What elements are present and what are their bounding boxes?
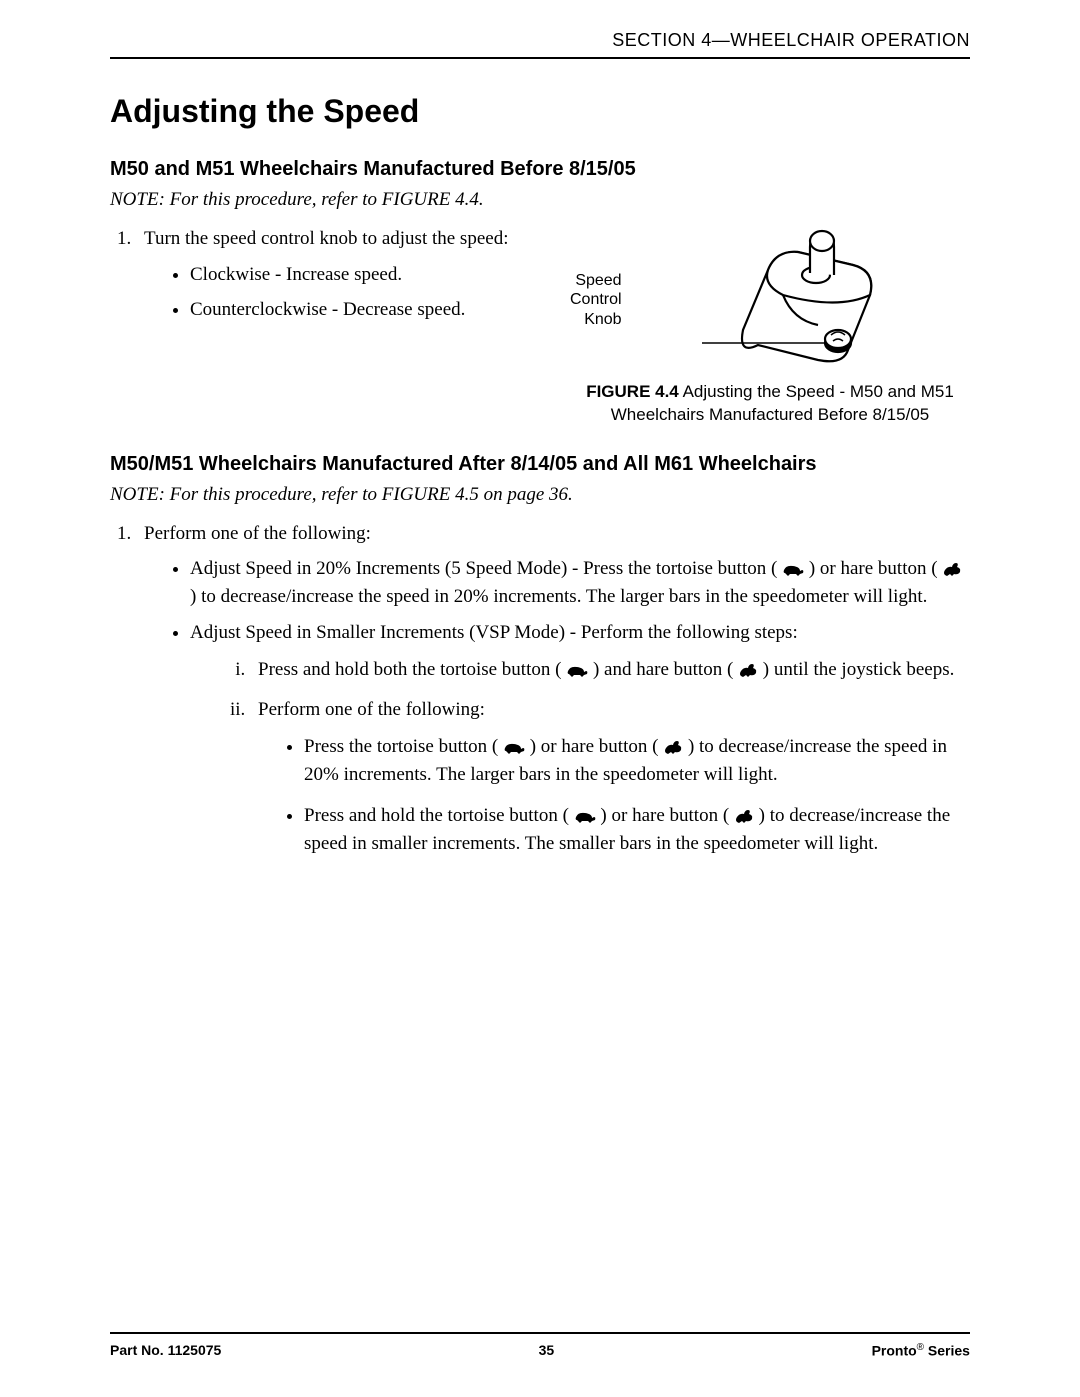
sb2-pre: Press and hold the tortoise button ( — [304, 805, 569, 826]
knob-label-2: Control — [570, 291, 622, 308]
section1-note: NOTE: For this procedure, refer to FIGUR… — [110, 189, 970, 211]
section2-step1-text: Perform one of the following: — [144, 523, 371, 544]
footer-series-pre: Pronto — [872, 1343, 917, 1359]
section-header: SECTION 4—WHEELCHAIR OPERATION — [110, 30, 970, 59]
r1-pre: Press and hold both the tortoise button … — [258, 659, 561, 680]
footer-page-no: 35 — [539, 1342, 555, 1359]
section1-bullet-ccw: Counterclockwise - Decrease speed. — [190, 296, 540, 324]
footer-series: Pronto® Series — [872, 1342, 970, 1359]
sb1-pre: Press the tortoise button ( — [304, 736, 498, 757]
vsp-sub-1: Press the tortoise button ( ) or hare bu… — [304, 733, 970, 788]
footer-series-post: Series — [924, 1343, 970, 1359]
hare-icon — [663, 739, 683, 755]
page-title: Adjusting the Speed — [110, 93, 970, 130]
footer-part-no: Part No. 1125075 — [110, 1342, 221, 1359]
section1-step1-text: Turn the speed control knob to adjust th… — [144, 228, 508, 249]
section1-bullet-cw: Clockwise - Increase speed. — [190, 261, 540, 289]
b2-text: Adjust Speed in Smaller Increments (VSP … — [190, 622, 798, 643]
figure-4-4-caption: FIGURE 4.4 Adjusting the Speed - M50 and… — [570, 381, 970, 427]
b1-post: ) to decrease/increase the speed in 20% … — [190, 586, 927, 607]
section2-heading: M50/M51 Wheelchairs Manufactured After 8… — [110, 453, 970, 476]
knob-label-3: Knob — [584, 311, 621, 328]
joystick-figure — [698, 225, 898, 375]
sb2-mid: ) or hare button ( — [600, 805, 729, 826]
b1-mid: ) or hare button ( — [809, 558, 938, 579]
knob-label-1: Speed — [575, 272, 621, 289]
vsp-step-i: Press and hold both the tortoise button … — [250, 656, 970, 684]
hare-icon — [738, 662, 758, 678]
r1-post: ) until the joystick beeps. — [763, 659, 955, 680]
section2-note: NOTE: For this procedure, refer to FIGUR… — [110, 484, 970, 506]
section2-bullet-vsp: Adjust Speed in Smaller Increments (VSP … — [190, 619, 970, 858]
tortoise-icon — [566, 664, 588, 678]
b1-pre: Adjust Speed in 20% Increments (5 Speed … — [190, 558, 777, 579]
tortoise-icon — [503, 741, 525, 755]
knob-label: Speed Control Knob — [570, 271, 622, 329]
r1-mid: ) and hare button ( — [593, 659, 733, 680]
hare-icon — [734, 808, 754, 824]
section2-bullet-5speed: Adjust Speed in 20% Increments (5 Speed … — [190, 555, 970, 610]
figure-4-4-label: FIGURE 4.4 — [586, 382, 679, 401]
tortoise-icon — [782, 563, 804, 577]
sb1-mid: ) or hare button ( — [530, 736, 659, 757]
vsp-step-ii: Perform one of the following: Press the … — [250, 696, 970, 858]
section2-step1: Perform one of the following: Adjust Spe… — [136, 520, 970, 857]
tortoise-icon — [574, 810, 596, 824]
section1-heading: M50 and M51 Wheelchairs Manufactured Bef… — [110, 158, 970, 181]
section1-step1: Turn the speed control knob to adjust th… — [136, 225, 540, 324]
vsp-sub-2: Press and hold the tortoise button ( ) o… — [304, 802, 970, 857]
registered-icon: ® — [917, 1342, 924, 1353]
hare-icon — [942, 561, 962, 577]
page-footer: Part No. 1125075 35 Pronto® Series — [110, 1332, 970, 1359]
r2-text: Perform one of the following: — [258, 699, 485, 720]
